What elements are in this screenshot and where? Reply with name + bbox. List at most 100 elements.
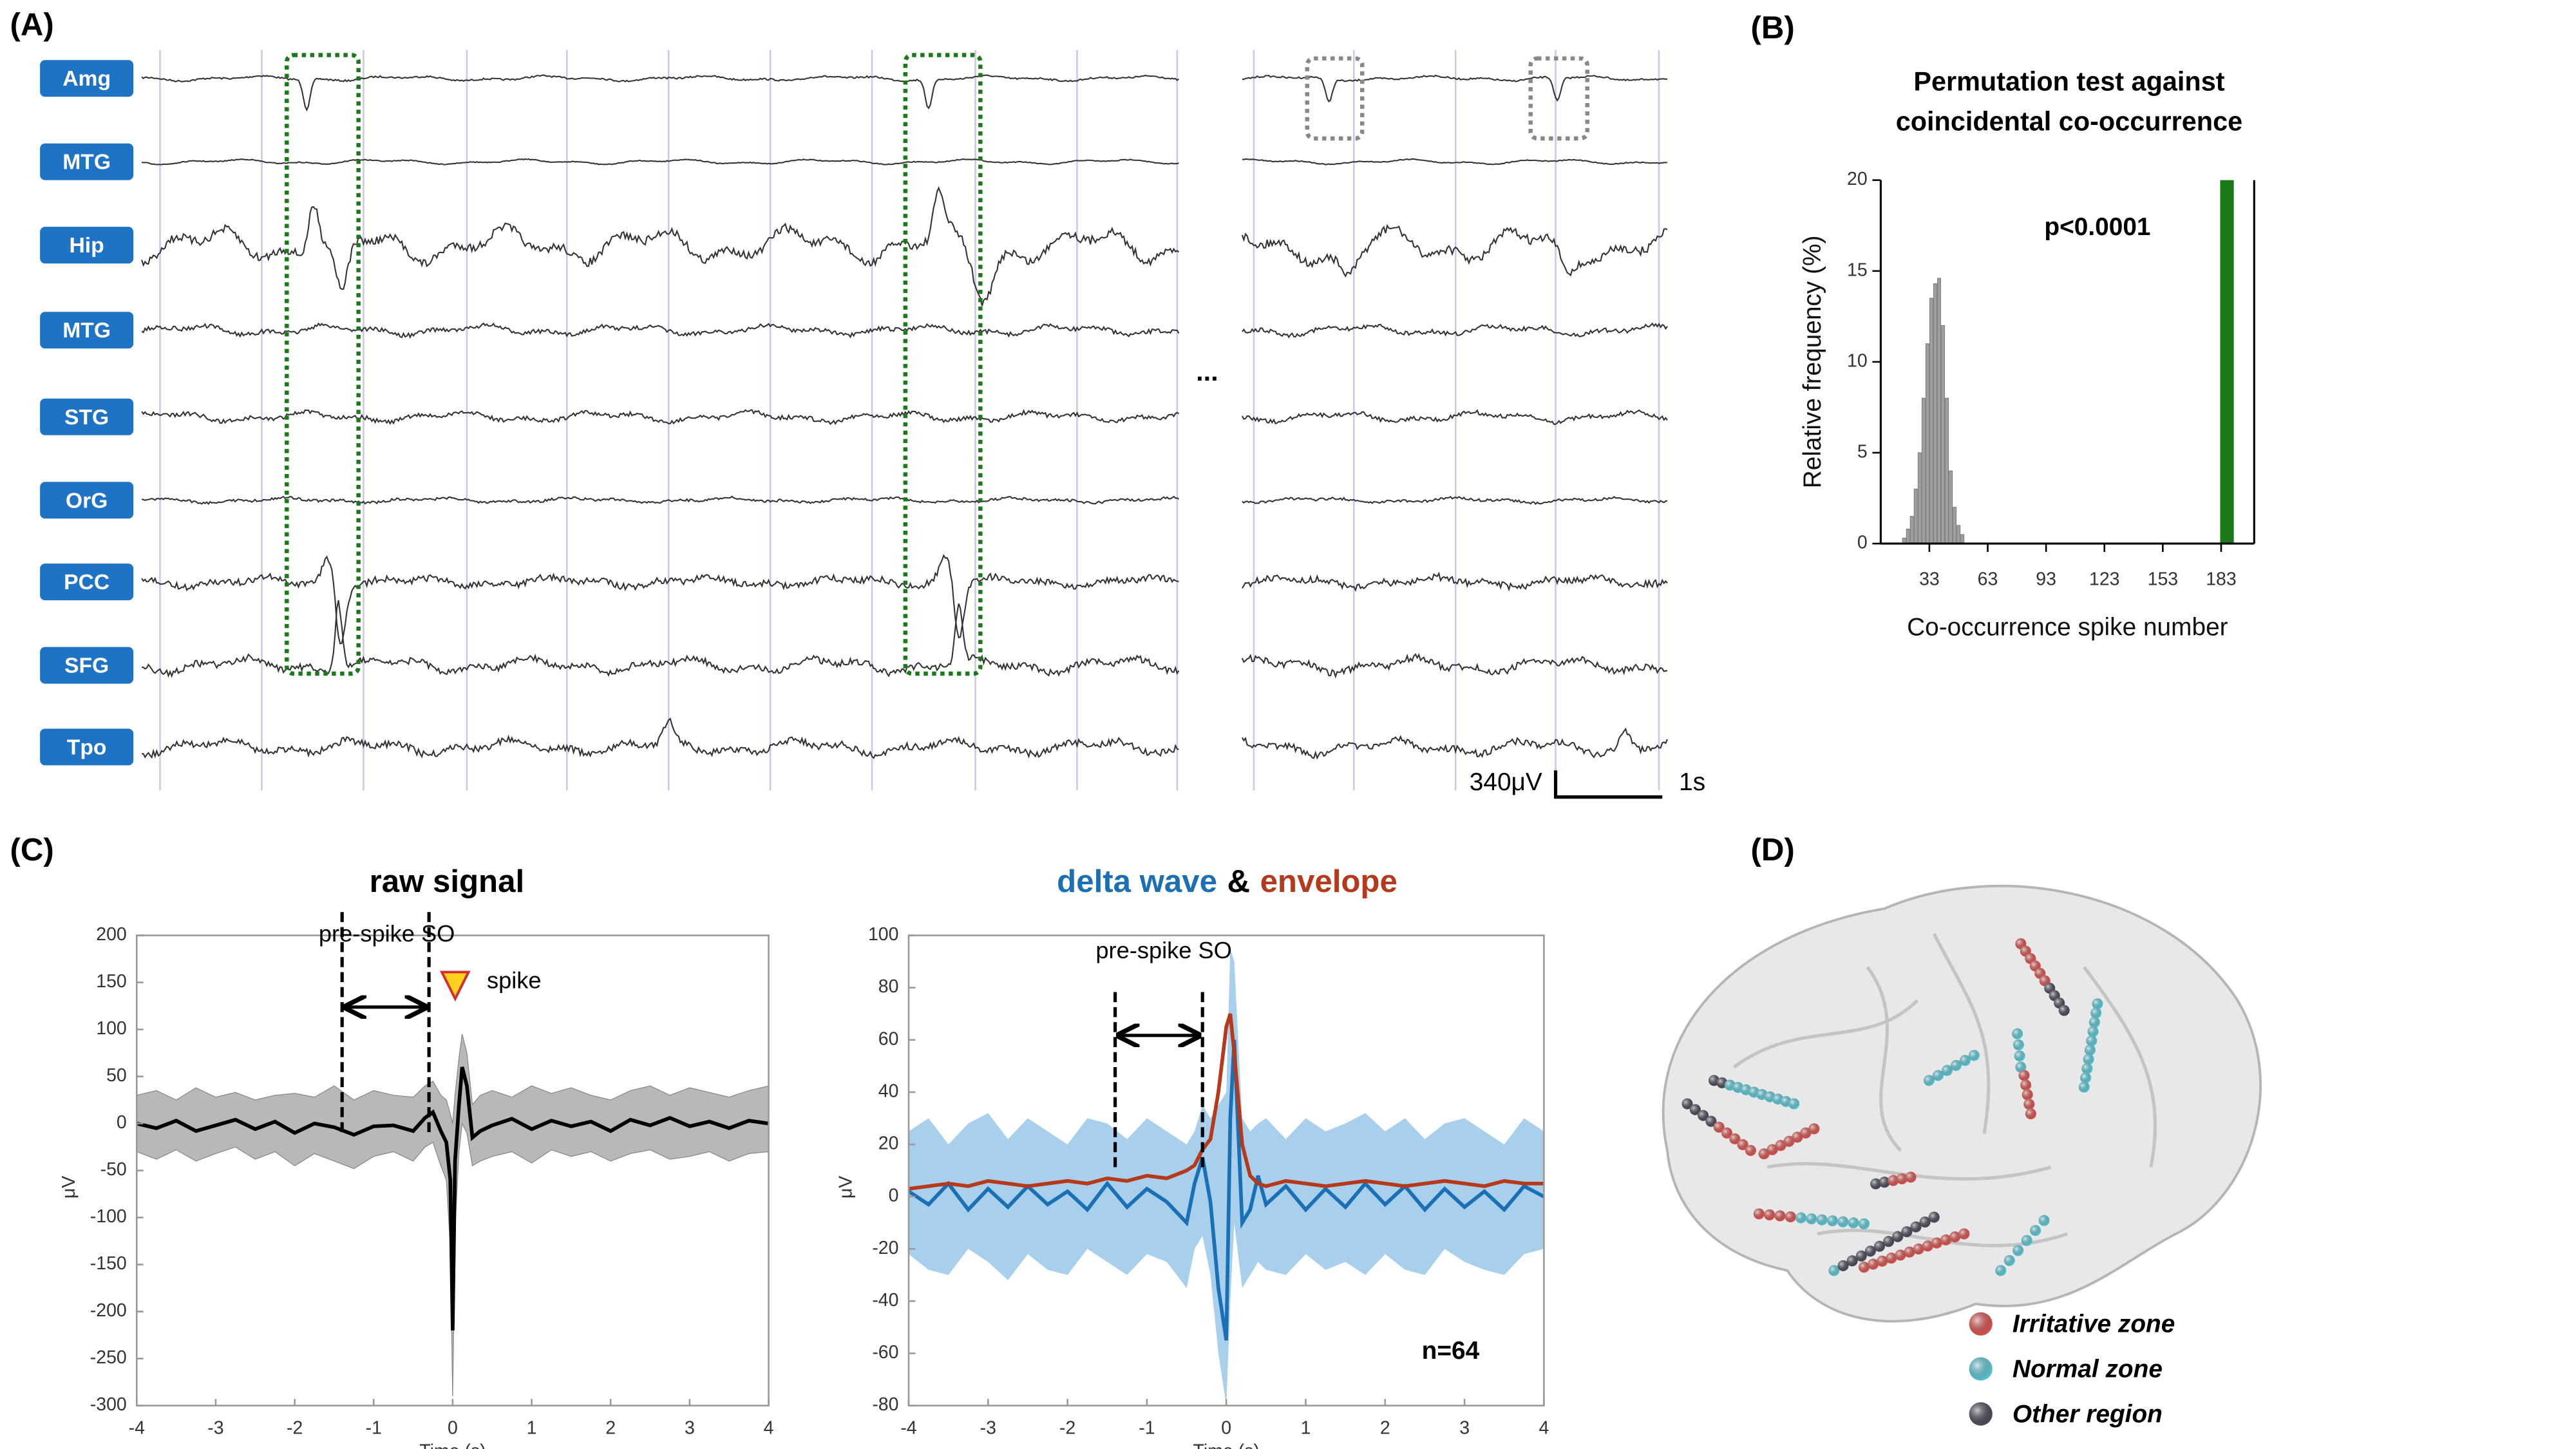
electrode-shade [2058,1005,2070,1016]
line [136,1066,769,1331]
electrode-shade [1932,1070,1944,1081]
panel-label: (B) [1750,10,1794,46]
y-tick-label: 40 [878,1081,899,1101]
x-tick-label: -3 [980,1417,996,1438]
x-tick-label: 1 [527,1417,537,1438]
x-axis-label: Co-occurrence spike number [1907,613,2228,641]
y-tick-label: -40 [872,1290,898,1311]
channel-label: MTG [62,151,111,175]
electrode-shade [1698,1110,1709,1121]
electrode-shade [1958,1228,1970,1240]
y-tick-label: 80 [878,976,899,997]
electrode-shade [2084,1045,2096,1056]
bar [1949,470,1953,544]
eeg-trace [141,322,1180,339]
electrode-shade [2015,1061,2027,1073]
electrode-shade [1792,1132,1803,1143]
eeg-trace [1242,74,1667,103]
bar [1953,507,1957,544]
bar [1909,516,1914,544]
electrode-shade [1764,1209,1776,1220]
channel-badge [40,482,134,519]
electrode-shade [1837,1260,1849,1271]
y-tick-label: 60 [878,1028,899,1049]
electrode-shade [1737,1139,1748,1150]
electrode-shade [2038,1215,2050,1226]
electrode-shade [1868,1258,1879,1270]
electrode-shade [1837,1216,1849,1227]
electrode-shade [2012,1245,2024,1256]
x-tick-label: 3 [685,1417,695,1438]
electrode-shade [1959,1055,1971,1066]
x-tick-label: 123 [2089,569,2120,590]
channel-badge [40,728,134,766]
eeg-trace [141,409,1180,425]
y-tick-label: 5 [1857,442,1868,462]
electrode-shade [2012,1028,2023,1039]
chart-title: raw signal [370,864,525,899]
bar [1913,488,1918,544]
channel-badge [40,312,134,349]
channel-label: MTG [62,319,111,343]
x-tick-label: 4 [764,1417,774,1438]
eeg-trace [1241,322,1668,339]
electrode-shade [1919,1217,1931,1228]
brain [1662,884,2262,1323]
electrode-shade [1745,1144,1756,1157]
electrode-shade [2014,1050,2025,1062]
electrode-shade [1721,1127,1733,1139]
electrode-shade [1800,1127,1812,1139]
x-tick-label: 3 [1459,1417,1470,1438]
bar [1937,278,1941,544]
eeg-trace [141,74,1180,112]
y-tick-label: 10 [1847,350,1868,371]
channel-label: Amg [62,67,111,91]
electrode-shade [1888,1175,1899,1186]
channel-label: Tpo [67,735,107,759]
electrode-shade [2020,1079,2032,1091]
electrode-shade [1883,1236,1895,1247]
scale-time: 1s [1679,768,1705,796]
bar [1941,325,1945,544]
x-tick-label: -1 [1139,1417,1155,1438]
electrode-shade [2088,1016,2100,1028]
x-tick-label: 63 [1978,569,1998,590]
chart-title-part: envelope [1260,864,1397,899]
electrode-shade [1795,1212,1807,1224]
electrode-shade [2003,1255,2015,1266]
bar [1960,534,1965,544]
so-label: pre-spike SO [1095,937,1231,963]
bar [1945,397,1949,544]
bar [1956,525,1961,544]
y-tick-label: 20 [1847,169,1868,189]
electrode-shade [1922,1240,1933,1252]
chart-title: delta wave & envelope [1057,864,1397,899]
electrode-shade [1713,1121,1725,1133]
channel-badge [40,60,134,97]
event-box [903,53,983,676]
electrode-shade [2081,1063,2093,1074]
electrode-shade [1913,1243,1924,1255]
channel-badge [40,227,134,264]
electrode-shade [1995,1265,2007,1276]
bar [1917,452,1922,544]
scale-bar [1553,770,1663,799]
event-box [1305,56,1365,141]
y-tick-label: 15 [1847,260,1868,280]
electrode-shade [1950,1059,1962,1071]
electrode-shade [2090,1007,2102,1019]
eeg-trace [1241,727,1668,760]
x-tick-label: -2 [287,1417,303,1438]
electrode-shade [2087,1026,2099,1037]
electrode-shade [1788,1098,1800,1110]
x-tick-label: -4 [900,1417,916,1438]
electrode-shade [2023,1099,2035,1110]
eeg-trace [1242,496,1668,506]
electrode-shade [1848,1217,1859,1229]
eeg-panel: Amg MTG Hip MTG STG OrG PCC SFG Tpo [40,50,1668,791]
bar [1933,283,1937,544]
x-axis-label: Time (s) [1193,1441,1260,1449]
legend-swatch-shade [1969,1402,1993,1426]
legend-swatch-shade [1969,1357,1993,1381]
electrode-shade [1870,1178,1882,1189]
